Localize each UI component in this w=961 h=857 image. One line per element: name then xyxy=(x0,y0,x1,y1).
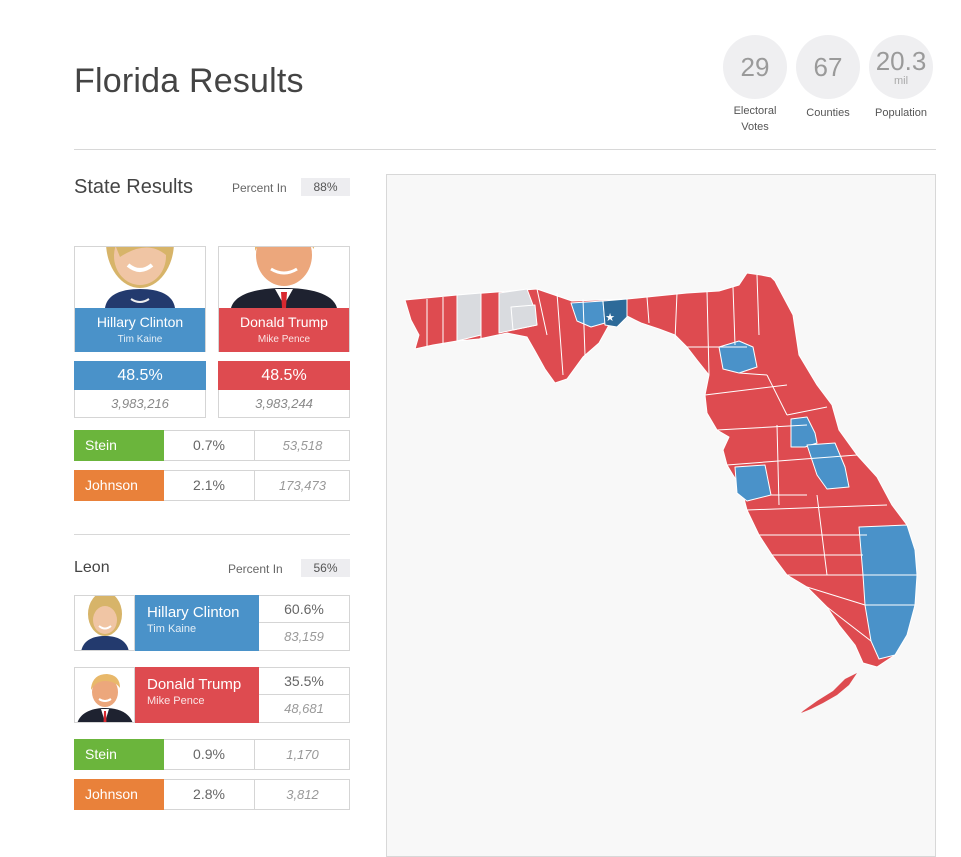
clinton-county-name-bar: Hillary Clinton Tim Kaine xyxy=(135,595,259,651)
stein-county-row: Stein 0.9% 1,170 xyxy=(74,739,350,770)
population-value: 20.3 xyxy=(875,45,927,76)
clinton-county-name: Hillary Clinton xyxy=(147,604,240,621)
stein-county-votes: 1,170 xyxy=(286,747,319,762)
state-percent-in-value: 88% xyxy=(301,178,350,196)
stein-name: Stein xyxy=(74,430,164,461)
counties-label: Counties xyxy=(806,107,850,119)
trump-county-percent: 35.5% xyxy=(259,667,350,695)
trump-county-running-mate: Mike Pence xyxy=(147,695,205,707)
population-stat: 20.3 mil Population xyxy=(869,35,933,121)
county-percent-in-label: Percent In xyxy=(228,562,283,576)
population-unit: mil xyxy=(893,74,909,87)
clinton-photo xyxy=(75,247,205,308)
electoral-votes-circle: 29 xyxy=(723,35,787,99)
state-results-heading: State Results xyxy=(74,176,193,198)
johnson-state-row: Johnson 2.1% 173,473 xyxy=(74,470,350,501)
trump-photo xyxy=(219,247,349,308)
electoral-votes-value: 29 xyxy=(740,52,770,82)
clinton-county-votes: 83,159 xyxy=(259,622,350,651)
county-dem-pinellas-hillsborough xyxy=(734,464,772,502)
stein-state-votes: 53,518 xyxy=(282,438,323,453)
electoral-votes-label-line1: Electoral xyxy=(733,105,777,117)
trump-name: Donald Trump xyxy=(240,314,328,330)
page-title: Florida Results xyxy=(74,62,304,100)
clinton-state-percent: 48.5% xyxy=(74,361,206,390)
clinton-card[interactable]: Hillary Clinton Tim Kaine xyxy=(74,246,206,352)
counties-stat: 67 Counties xyxy=(796,35,860,121)
population-circle: 20.3 mil xyxy=(869,35,933,99)
county-no-data-1 xyxy=(456,292,482,342)
florida-keys-shape xyxy=(801,673,857,713)
florida-state-shape xyxy=(404,272,918,668)
county-dem-alachua xyxy=(718,340,758,374)
trump-portrait-icon xyxy=(231,247,337,308)
clinton-name: Hillary Clinton xyxy=(96,314,184,330)
section-divider xyxy=(74,534,350,535)
florida-map-svg: ★ xyxy=(404,272,918,713)
star-icon: ★ xyxy=(605,311,615,324)
counties-circle: 67 xyxy=(796,35,860,99)
county-dem-orange xyxy=(806,442,850,490)
county-dem-volusia xyxy=(790,416,818,448)
trump-running-mate: Mike Pence xyxy=(257,334,311,345)
johnson-state-percent: 2.1% xyxy=(164,471,255,500)
stein-state-percent: 0.7% xyxy=(164,431,255,460)
trump-county-photo xyxy=(74,667,135,723)
johnson-name: Johnson xyxy=(74,470,164,501)
florida-county-map[interactable]: ★ xyxy=(386,174,936,857)
clinton-portrait-icon xyxy=(105,247,175,308)
clinton-county-photo xyxy=(74,595,135,651)
clinton-portrait-small-icon xyxy=(81,596,129,650)
county-no-data-3 xyxy=(510,304,538,331)
state-percent-in-label: Percent In xyxy=(232,181,287,195)
trump-county-name-bar: Donald Trump Mike Pence xyxy=(135,667,259,723)
johnson-state-votes: 173,473 xyxy=(279,478,326,493)
population-label: Population xyxy=(875,107,927,119)
electoral-votes-stat: 29 Electoral Votes xyxy=(723,35,787,135)
county-heading: Leon xyxy=(74,559,110,576)
trump-county-name: Donald Trump xyxy=(147,676,242,693)
electoral-votes-label: Electoral Votes xyxy=(723,103,787,135)
counties-value: 67 xyxy=(813,52,843,82)
trump-state-votes: 3,983,244 xyxy=(218,390,350,418)
johnson-county-row: Johnson 2.8% 3,812 xyxy=(74,779,350,810)
trump-portrait-small-icon xyxy=(77,674,133,722)
clinton-state-votes: 3,983,216 xyxy=(74,390,206,418)
clinton-name-bar: Hillary Clinton Tim Kaine xyxy=(75,308,205,352)
johnson-county-name: Johnson xyxy=(74,779,164,810)
trump-state-percent: 48.5% xyxy=(218,361,350,390)
electoral-votes-label-line2: Votes xyxy=(741,121,769,133)
county-dem-leon-selected xyxy=(602,298,628,328)
clinton-county-running-mate: Tim Kaine xyxy=(147,623,197,635)
county-dem-gadsden xyxy=(570,300,606,328)
clinton-county-row[interactable]: Hillary Clinton Tim Kaine 60.6% 83,159 xyxy=(74,595,350,651)
stein-county-name: Stein xyxy=(74,739,164,770)
johnson-county-percent: 2.8% xyxy=(164,780,255,809)
trump-card[interactable]: Donald Trump Mike Pence xyxy=(218,246,350,352)
clinton-county-percent: 60.6% xyxy=(259,595,350,623)
trump-county-votes: 48,681 xyxy=(259,694,350,723)
county-dem-palm-beach xyxy=(858,524,918,576)
county-dem-broward xyxy=(862,574,918,606)
county-percent-in-value: 56% xyxy=(301,559,350,577)
clinton-running-mate: Tim Kaine xyxy=(117,334,163,345)
trump-county-row[interactable]: Donald Trump Mike Pence 35.5% 48,681 xyxy=(74,667,350,723)
header-divider xyxy=(74,149,936,150)
stein-county-percent: 0.9% xyxy=(164,740,255,769)
johnson-county-votes: 3,812 xyxy=(286,787,319,802)
stein-state-row: Stein 0.7% 53,518 xyxy=(74,430,350,461)
county-borders xyxy=(426,274,888,642)
trump-name-bar: Donald Trump Mike Pence xyxy=(219,308,349,352)
